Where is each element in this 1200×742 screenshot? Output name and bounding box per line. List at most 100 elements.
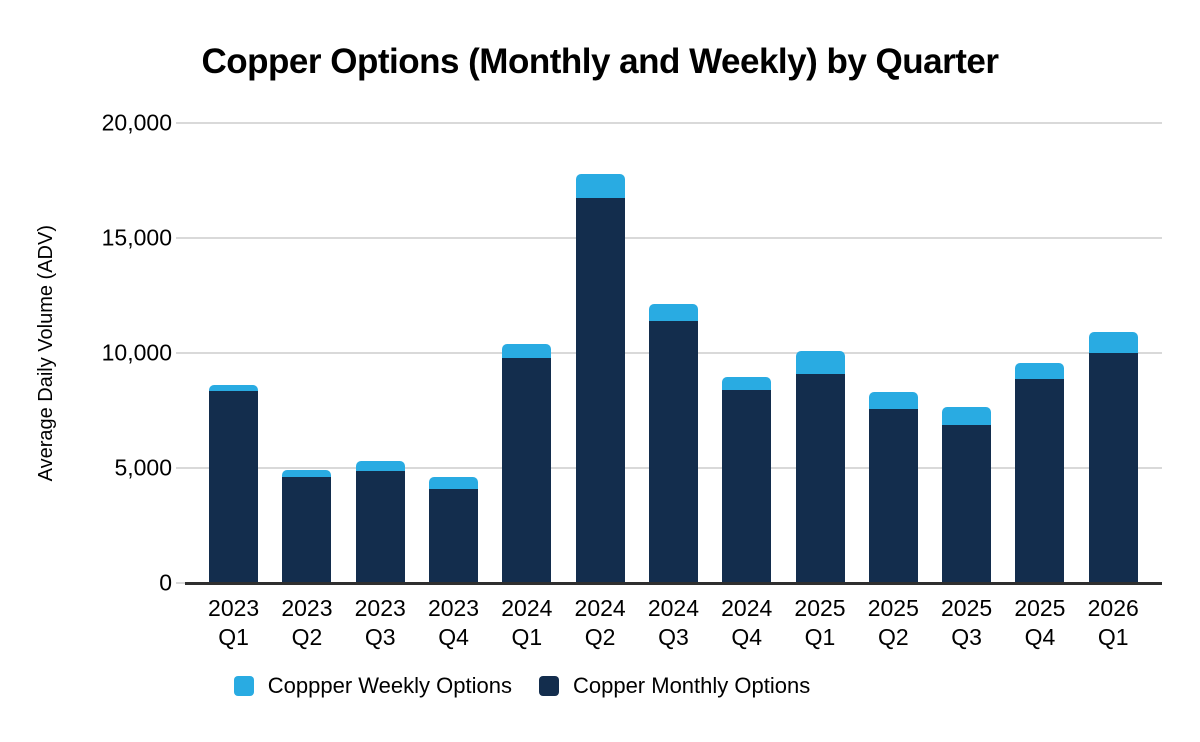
x-axis-label: 2025 Q3 [930,594,1003,652]
bar-segment-weekly[interactable] [575,173,625,198]
bar-segment-weekly[interactable] [209,385,259,391]
x-axis-label-year: 2024 [721,595,773,621]
x-axis-label-quarter: Q4 [731,624,763,650]
bar-segment-weekly[interactable] [722,377,772,390]
plot-area [176,122,1162,585]
bar-stack-2023-q4 [429,477,479,583]
chart-title: Copper Options (Monthly and Weekly) by Q… [201,42,1000,81]
y-axis-tick-label: 10,000 [101,339,172,366]
bar-segment-weekly[interactable] [282,470,332,478]
x-axis-label-quarter: Q1 [1097,624,1129,650]
x-axis-label-year: 2024 [647,595,699,621]
bar-segment-weekly[interactable] [1015,363,1065,380]
y-axis-tickmark [176,582,185,584]
bar-segment-monthly[interactable] [1088,353,1138,583]
x-axis-label-quarter: Q3 [658,624,689,650]
x-axis-label-year: 2023 [354,595,406,621]
y-axis-tick-label: 5,000 [114,454,172,481]
legend-label: Copper Monthly Options [572,673,811,698]
bar-segment-weekly[interactable] [429,477,479,489]
x-axis-label: 2024 Q1 [490,594,563,652]
x-axis-label-year: 2023 [281,595,333,621]
x-axis-label: 2023 Q3 [344,594,417,652]
x-axis-label-year: 2025 [1014,595,1066,621]
x-axis-label: 2023 Q2 [270,594,343,652]
x-axis-label-quarter: Q1 [511,624,543,650]
y-axis-tick-label: 20,000 [101,109,172,136]
x-axis-label: 2025 Q2 [857,594,930,652]
x-axis-label-year: 2024 [574,595,626,621]
bar-segment-monthly[interactable] [868,409,918,583]
x-axis-label: 2026 Q1 [1077,594,1150,652]
bar-series-container [185,123,1162,583]
x-axis-label-quarter: Q2 [877,624,909,650]
bar-segment-monthly[interactable] [795,373,845,583]
bar-segment-monthly[interactable] [429,488,479,583]
x-axis-labels: 2023 Q1 2023 Q2 2023 Q3 2023 Q4 2024 Q1 2024 Q2 2024… [185,594,1162,652]
y-axis-tickmark [176,237,185,239]
x-axis-label-year: 2023 [208,595,260,621]
bar-segment-weekly[interactable] [868,392,918,410]
bar-stack-2023-q1 [209,385,259,583]
bar-stack-2024-q3 [648,303,698,583]
bar-stack-2025-q3 [942,407,992,583]
legend-swatch-icon [233,676,254,696]
x-axis-label-quarter: Q3 [951,624,982,650]
bar-segment-monthly[interactable] [502,357,552,583]
x-axis-label-quarter: Q1 [804,624,836,650]
bar-segment-monthly[interactable] [355,471,405,583]
x-axis-label: 2023 Q1 [197,594,270,652]
x-axis-label-quarter: Q1 [218,624,249,650]
y-axis-tickmark [176,122,185,124]
x-axis-label-quarter: Q3 [364,624,396,650]
x-axis-line [185,582,1162,585]
y-axis-tick-label: 15,000 [101,224,172,251]
legend-swatch-icon [538,676,559,696]
legend-item[interactable]: Coppper Weekly Options [233,673,512,699]
bar-stack-2025-q2 [868,392,918,583]
bar-segment-monthly[interactable] [575,197,625,583]
bar-segment-monthly[interactable] [722,389,772,583]
x-axis-label-quarter: Q2 [584,624,616,650]
y-axis-tick-label: 0 [159,569,172,596]
y-axis-tickmark [176,352,185,354]
x-axis-label-quarter: Q2 [291,624,323,650]
bar-segment-monthly[interactable] [209,390,259,583]
bar-segment-weekly[interactable] [502,343,552,358]
x-axis-label: 2023 Q4 [417,594,490,652]
gridline-15000 [185,237,1162,239]
x-axis-label: 2024 Q4 [710,594,783,652]
bar-stack-2025-q4 [1015,363,1065,583]
x-axis-label: 2024 Q2 [564,594,637,652]
x-axis-label-year: 2024 [501,595,553,621]
y-axis-tick-labels: 0 5,000 10,000 15,000 20,000 [0,110,172,596]
bar-segment-weekly[interactable] [648,303,698,321]
bar-segment-weekly[interactable] [795,350,845,374]
gridline-20000 [185,122,1162,124]
bar-segment-weekly[interactable] [942,407,992,426]
legend-item[interactable]: Copper Monthly Options [538,673,811,699]
bar-stack-2024-q2 [575,173,625,583]
legend-label: Coppper Weekly Options [267,673,512,698]
bar-segment-weekly[interactable] [355,461,405,472]
legend: Coppper Weekly Options Copper Monthly Opt… [0,673,1200,699]
x-axis-label: 2025 Q1 [784,594,857,652]
bar-stack-2024-q1 [502,343,552,583]
bar-stack-2025-q1 [795,350,845,583]
bar-segment-monthly[interactable] [648,320,698,583]
x-axis-label-year: 2023 [427,595,480,621]
x-axis-label-quarter: Q4 [1024,624,1056,650]
x-axis-label: 2025 Q4 [1003,594,1076,652]
y-axis-tickmark [176,467,185,469]
bar-stack-2023-q2 [282,470,332,583]
bar-segment-monthly[interactable] [282,477,332,583]
x-axis-label-year: 2025 [794,595,846,621]
bar-stack-2026-q1 [1088,332,1138,583]
bar-segment-monthly[interactable] [942,425,992,583]
x-axis-label-quarter: Q4 [438,624,469,650]
x-axis-label-year: 2025 [867,595,919,621]
bar-segment-monthly[interactable] [1015,379,1065,583]
x-axis-label-year: 2025 [941,595,993,621]
bar-segment-weekly[interactable] [1088,332,1138,353]
